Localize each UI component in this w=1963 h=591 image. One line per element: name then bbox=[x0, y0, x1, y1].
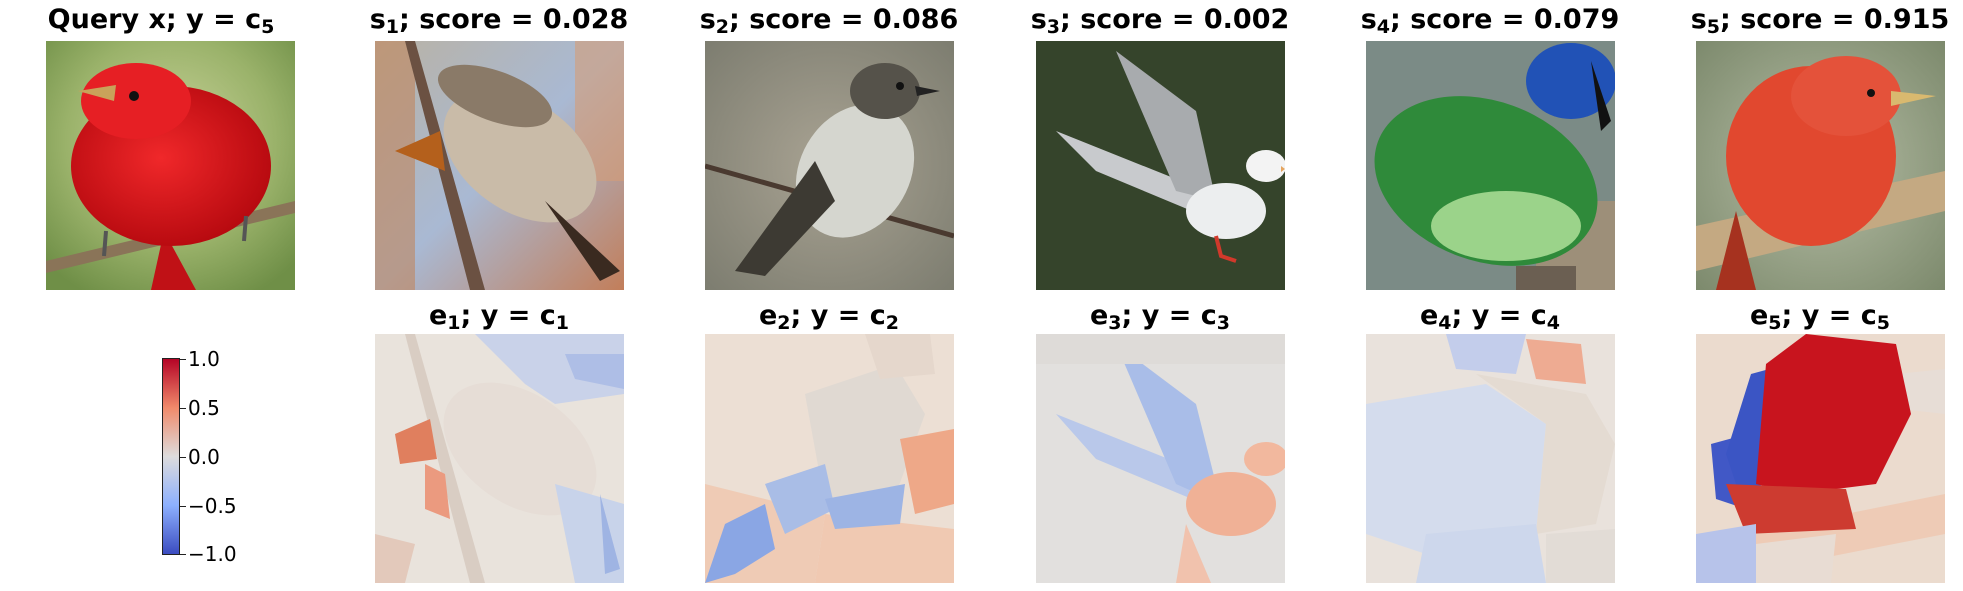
explanation-image-3 bbox=[1036, 334, 1285, 583]
query-image bbox=[46, 41, 295, 290]
colorbar-tick-5 bbox=[180, 554, 186, 555]
sample-image-5 bbox=[1696, 41, 1945, 290]
sample-title-5: s5; score = 0.915 bbox=[1690, 4, 1950, 38]
colorbar-label-1: 1.0 bbox=[188, 347, 220, 371]
sample-title-1: s1; score = 0.028 bbox=[369, 4, 629, 38]
colorbar-label-3: 0.0 bbox=[188, 445, 220, 469]
sample-image-4 bbox=[1366, 41, 1615, 290]
colorbar-label-2: 0.5 bbox=[188, 396, 220, 420]
explanation-title-3: e3; y = c3 bbox=[1089, 300, 1231, 334]
colorbar-label-4: −0.5 bbox=[188, 494, 237, 518]
colorbar-tick-3 bbox=[180, 457, 186, 458]
explanation-title-4: e4; y = c4 bbox=[1419, 300, 1561, 334]
sample-image-1 bbox=[375, 41, 624, 290]
colorbar-tick-2 bbox=[180, 408, 186, 409]
sample-title-3: s3; score = 0.002 bbox=[1030, 4, 1290, 38]
explanation-title-1: e1; y = c1 bbox=[428, 300, 570, 334]
sample-image-3 bbox=[1036, 41, 1285, 290]
explanation-title-5: e5; y = c5 bbox=[1749, 300, 1891, 334]
colorbar bbox=[162, 358, 180, 555]
explanation-image-1 bbox=[375, 334, 624, 583]
explanation-image-2 bbox=[705, 334, 954, 583]
colorbar-tick-1 bbox=[180, 359, 186, 360]
sample-title-2: s2; score = 0.086 bbox=[699, 4, 959, 38]
sample-title-4: s4; score = 0.079 bbox=[1360, 4, 1620, 38]
explanation-title-2: e2; y = c2 bbox=[758, 300, 900, 334]
explanation-image-5 bbox=[1696, 334, 1945, 583]
query-title: Query x; y = c5 bbox=[47, 4, 275, 38]
explanation-image-4 bbox=[1366, 334, 1615, 583]
colorbar-tick-4 bbox=[180, 506, 186, 507]
colorbar-label-5: −1.0 bbox=[188, 542, 237, 566]
sample-image-2 bbox=[705, 41, 954, 290]
